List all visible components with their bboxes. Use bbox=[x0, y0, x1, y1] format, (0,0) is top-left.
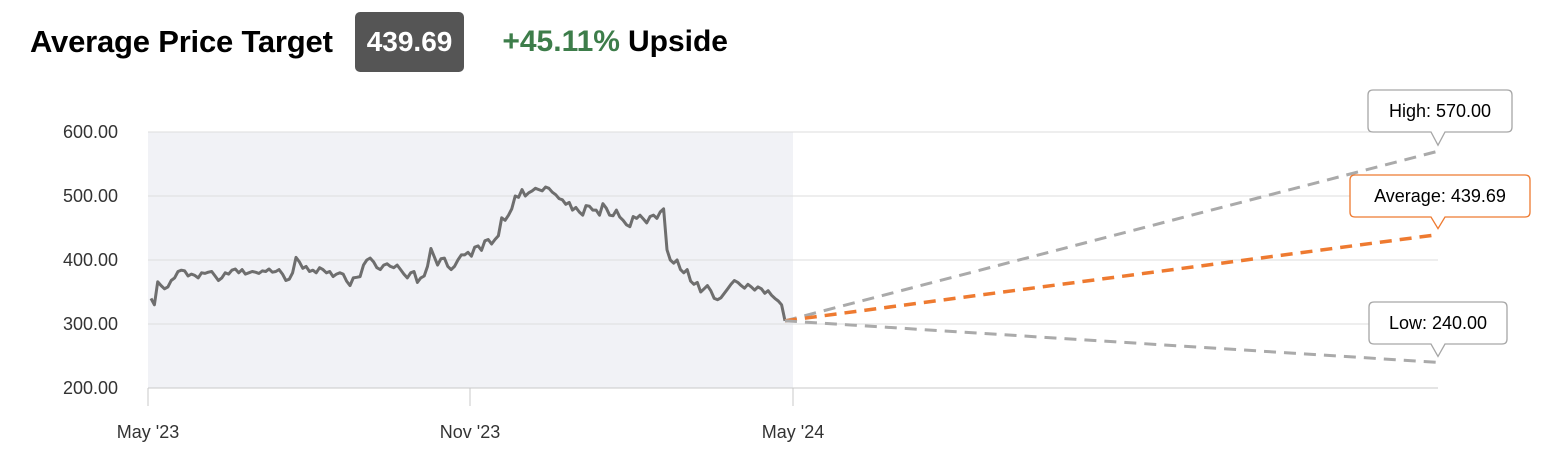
low-callout-box bbox=[1368, 301, 1508, 358]
y-tick-label: 300.00 bbox=[63, 314, 118, 334]
page-title: Average Price Target bbox=[30, 24, 333, 59]
low-forecast-line bbox=[784, 319, 1439, 364]
y-tick-label: 400.00 bbox=[63, 250, 118, 270]
x-tick-label: Nov '23 bbox=[440, 422, 500, 442]
low-callout-label: Low: 240.00 bbox=[1389, 313, 1487, 333]
price-history-line bbox=[149, 185, 787, 322]
high-callout-box bbox=[1367, 89, 1513, 147]
x-tick-label: May '24 bbox=[762, 422, 824, 442]
average-forecast-line bbox=[784, 232, 1439, 323]
forecast-lines bbox=[784, 149, 1439, 364]
upside-percent: +45.11% bbox=[502, 25, 620, 58]
y-tick-label: 600.00 bbox=[63, 122, 118, 142]
high-callout-label: High: 570.00 bbox=[1389, 101, 1491, 121]
header: Average Price Target 439.69 +45.11% Upsid… bbox=[30, 12, 728, 72]
average-callout-box bbox=[1349, 174, 1531, 230]
high-forecast-line bbox=[784, 149, 1439, 323]
upside-label: Upside bbox=[627, 25, 728, 58]
x-tick-label: May '23 bbox=[117, 422, 179, 442]
y-axis-ticks: 600.00 500.00 400.00 300.00 200.00 bbox=[63, 122, 118, 398]
x-axis: May '23 Nov '23 May '24 bbox=[117, 388, 824, 442]
y-tick-label: 500.00 bbox=[63, 186, 118, 206]
y-tick-label: 200.00 bbox=[63, 378, 118, 398]
gridlines bbox=[148, 131, 1438, 389]
upside-indicator: +45.11% Upside bbox=[502, 25, 728, 59]
price-target-badge: 439.69 bbox=[354, 12, 465, 72]
target-callouts: High: 570.00 Average: 439.69 Low: 240.00 bbox=[1349, 89, 1531, 358]
average-callout-label: Average: 439.69 bbox=[1374, 186, 1506, 206]
